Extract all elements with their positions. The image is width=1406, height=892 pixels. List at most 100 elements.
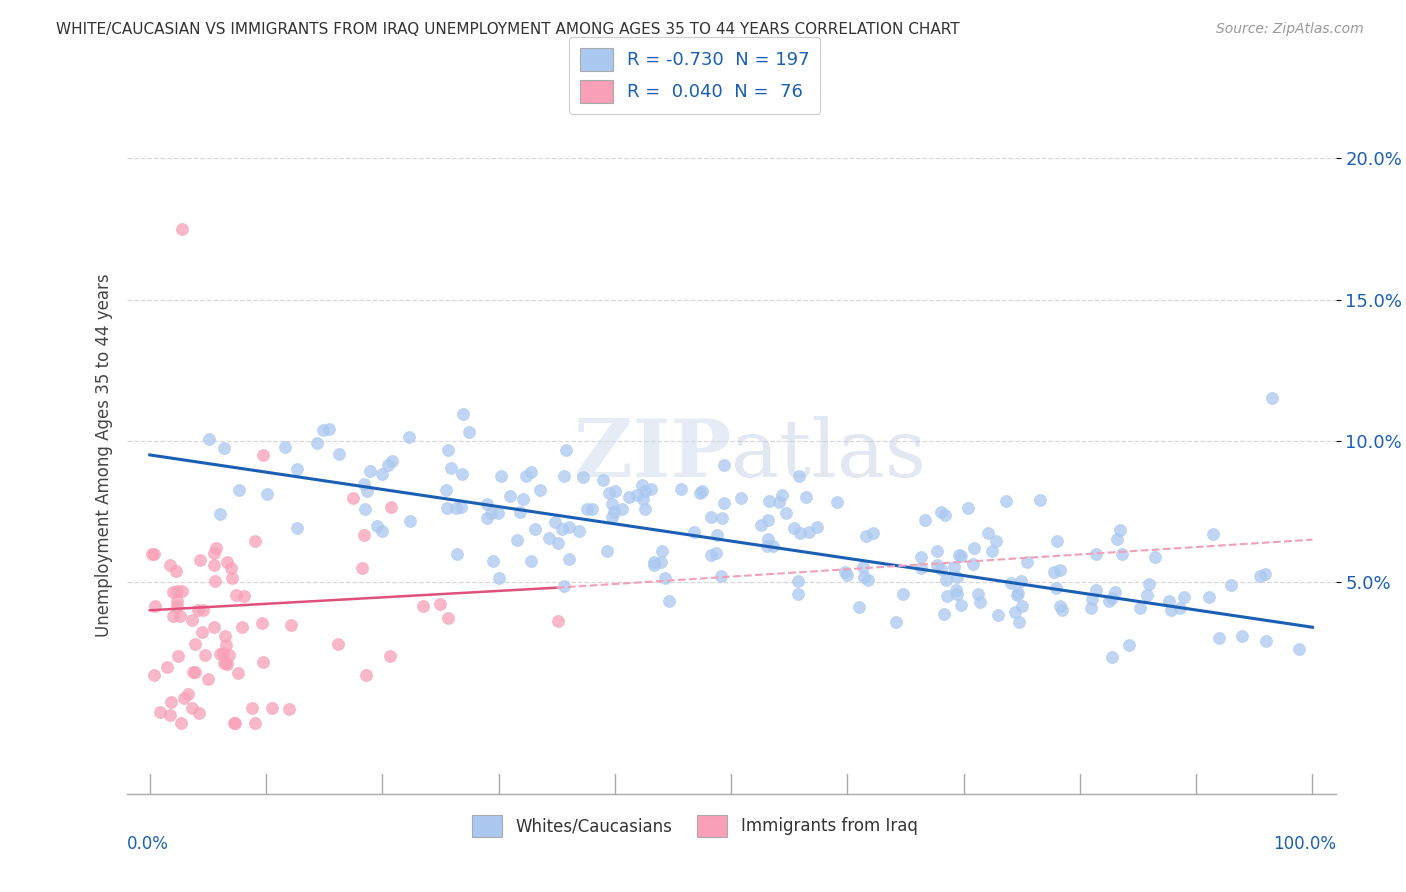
Point bbox=[1098, 594, 1121, 608]
Point bbox=[910, 561, 932, 575]
Point bbox=[252, 448, 274, 462]
Point bbox=[596, 544, 619, 558]
Point bbox=[366, 518, 388, 533]
Point bbox=[214, 638, 236, 652]
Point bbox=[710, 510, 733, 524]
Point bbox=[202, 620, 225, 634]
Point bbox=[787, 587, 810, 601]
Point bbox=[1254, 567, 1277, 582]
Point bbox=[658, 593, 681, 607]
Point bbox=[770, 487, 793, 501]
Point bbox=[149, 705, 172, 719]
Point bbox=[537, 531, 560, 545]
Point bbox=[730, 491, 752, 505]
Point bbox=[1157, 594, 1180, 608]
Point bbox=[610, 502, 633, 516]
Point bbox=[605, 484, 627, 499]
Point bbox=[217, 657, 239, 672]
Point bbox=[520, 554, 543, 568]
Point bbox=[643, 558, 665, 573]
Point bbox=[488, 571, 510, 585]
Point bbox=[209, 647, 232, 661]
Point bbox=[204, 541, 226, 555]
Point bbox=[557, 520, 579, 534]
Point bbox=[914, 513, 936, 527]
Point bbox=[183, 665, 205, 679]
Point bbox=[1288, 641, 1310, 656]
Point bbox=[381, 454, 404, 468]
Point bbox=[451, 407, 474, 421]
Point bbox=[312, 423, 335, 437]
Point bbox=[166, 594, 188, 608]
Point bbox=[489, 468, 512, 483]
Point bbox=[1007, 586, 1029, 600]
Point bbox=[371, 467, 394, 481]
Text: 0.0%: 0.0% bbox=[127, 835, 169, 853]
Point bbox=[202, 558, 225, 572]
Point bbox=[1219, 577, 1241, 591]
Point bbox=[159, 695, 181, 709]
Y-axis label: Unemployment Among Ages 35 to 44 years: Unemployment Among Ages 35 to 44 years bbox=[94, 273, 112, 637]
Point bbox=[437, 611, 460, 625]
Point bbox=[356, 667, 378, 681]
Point bbox=[994, 493, 1017, 508]
Text: Source: ZipAtlas.com: Source: ZipAtlas.com bbox=[1216, 22, 1364, 37]
Point bbox=[1208, 632, 1230, 646]
Point bbox=[233, 589, 256, 603]
Point bbox=[429, 597, 451, 611]
Point bbox=[197, 433, 219, 447]
Point bbox=[886, 615, 908, 630]
Text: ZIP: ZIP bbox=[574, 416, 731, 494]
Point bbox=[936, 590, 959, 604]
Point bbox=[825, 495, 848, 509]
Point bbox=[934, 508, 956, 523]
Point bbox=[756, 512, 779, 526]
Point bbox=[215, 656, 238, 670]
Point bbox=[434, 483, 457, 497]
Point bbox=[945, 582, 967, 597]
Point bbox=[221, 571, 243, 585]
Point bbox=[942, 560, 965, 574]
Point bbox=[142, 547, 165, 561]
Point bbox=[1261, 392, 1284, 406]
Point bbox=[575, 501, 598, 516]
Point bbox=[651, 543, 673, 558]
Point bbox=[202, 546, 225, 560]
Point bbox=[756, 532, 779, 546]
Point bbox=[634, 484, 657, 499]
Point bbox=[350, 561, 373, 575]
Point bbox=[650, 555, 672, 569]
Point bbox=[515, 469, 537, 483]
Point bbox=[228, 483, 250, 497]
Point bbox=[1101, 591, 1123, 605]
Point bbox=[551, 522, 574, 536]
Point bbox=[834, 566, 856, 580]
Point bbox=[1045, 581, 1067, 595]
Point bbox=[977, 526, 1000, 541]
Point bbox=[572, 470, 595, 484]
Point bbox=[758, 493, 780, 508]
Point bbox=[342, 491, 364, 505]
Point bbox=[786, 574, 808, 588]
Point bbox=[1015, 555, 1038, 569]
Text: atlas: atlas bbox=[731, 416, 927, 494]
Point bbox=[194, 648, 217, 663]
Point bbox=[285, 461, 308, 475]
Point bbox=[250, 615, 273, 630]
Point bbox=[353, 477, 375, 491]
Point bbox=[554, 443, 576, 458]
Point bbox=[1249, 569, 1271, 583]
Point bbox=[946, 587, 969, 601]
Point bbox=[180, 701, 202, 715]
Point bbox=[377, 458, 399, 473]
Point bbox=[862, 526, 884, 541]
Point bbox=[848, 600, 870, 615]
Point bbox=[592, 473, 614, 487]
Point bbox=[553, 579, 575, 593]
Point bbox=[692, 484, 714, 499]
Point bbox=[523, 522, 546, 536]
Point bbox=[957, 501, 980, 516]
Point bbox=[981, 544, 1004, 558]
Point bbox=[984, 534, 1007, 549]
Point bbox=[1109, 523, 1132, 537]
